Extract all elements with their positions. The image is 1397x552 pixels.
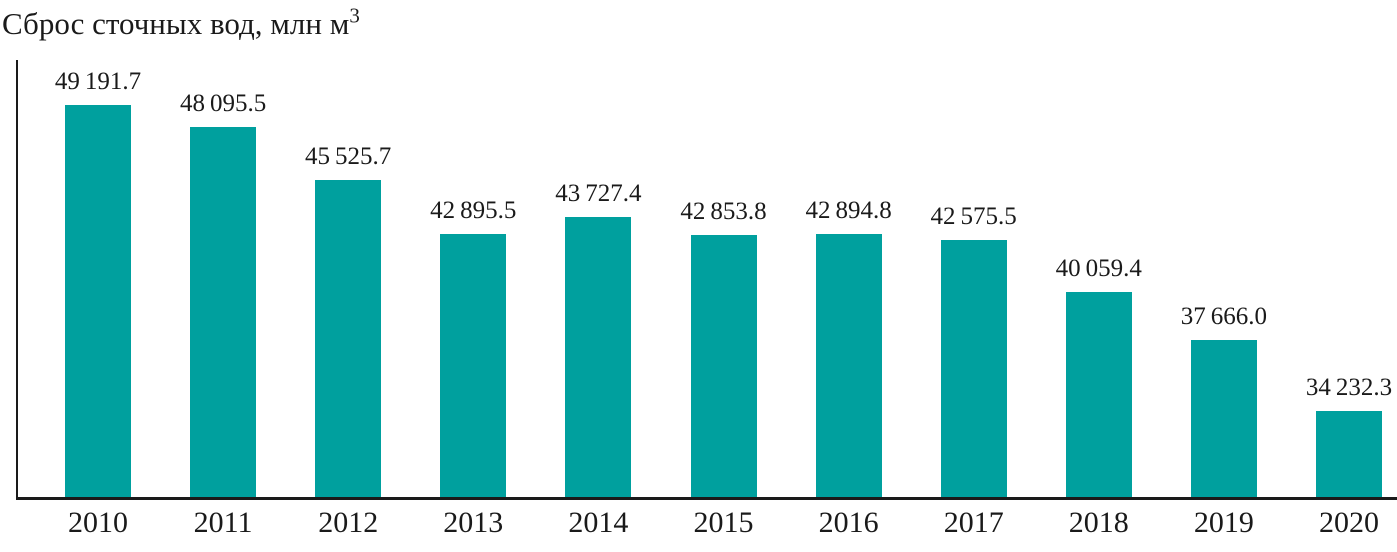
value-label-2014: 43 727.4 (555, 180, 642, 207)
year-label-2016: 2016 (818, 506, 879, 539)
value-label-2019: 37 666.0 (1180, 303, 1268, 330)
year-label-2020: 2020 (1319, 506, 1379, 539)
year-label-2014: 2014 (568, 506, 629, 539)
year-label-2019: 2019 (1193, 506, 1254, 539)
bar-2020 (1316, 411, 1382, 497)
value-label-2017: 42 575.5 (930, 203, 1017, 230)
chart-title-text: Сброс сточных вод, млн м (2, 6, 350, 41)
year-label-2017: 2017 (943, 506, 1004, 539)
chart-title: Сброс сточных вод, млн м3 (2, 3, 360, 42)
bar-2017 (940, 240, 1007, 497)
bar-2012 (315, 180, 382, 497)
bar-2016 (815, 234, 882, 497)
bar-2010 (65, 105, 131, 497)
year-label-2010: 2010 (68, 506, 128, 539)
value-label-2013: 42 895.5 (430, 197, 517, 224)
value-label-2016: 42 894.8 (805, 197, 892, 224)
year-label-2011: 2011 (193, 506, 253, 539)
value-label-2018: 40 059.4 (1055, 255, 1142, 282)
year-label-2018: 2018 (1068, 506, 1129, 539)
chart-title-superscript: 3 (349, 3, 360, 28)
year-label-2013: 2013 (443, 506, 504, 539)
value-label-2012: 45 525.7 (305, 143, 392, 170)
bar-2011 (190, 127, 257, 497)
y-axis-line (16, 60, 18, 500)
bar-2018 (1065, 292, 1132, 497)
x-axis-line (16, 497, 1397, 500)
year-label-2012: 2012 (318, 506, 379, 539)
bar-2014 (565, 217, 632, 497)
bar-2013 (440, 234, 507, 497)
year-label-2015: 2015 (693, 506, 754, 539)
value-label-2010: 49 191.7 (54, 68, 142, 95)
value-label-2015: 42 853.8 (680, 198, 767, 225)
bar-2015 (690, 235, 757, 497)
value-label-2011: 48 095.5 (179, 90, 267, 117)
value-label-2020: 34 232.3 (1305, 374, 1393, 401)
bar-2019 (1190, 340, 1257, 497)
